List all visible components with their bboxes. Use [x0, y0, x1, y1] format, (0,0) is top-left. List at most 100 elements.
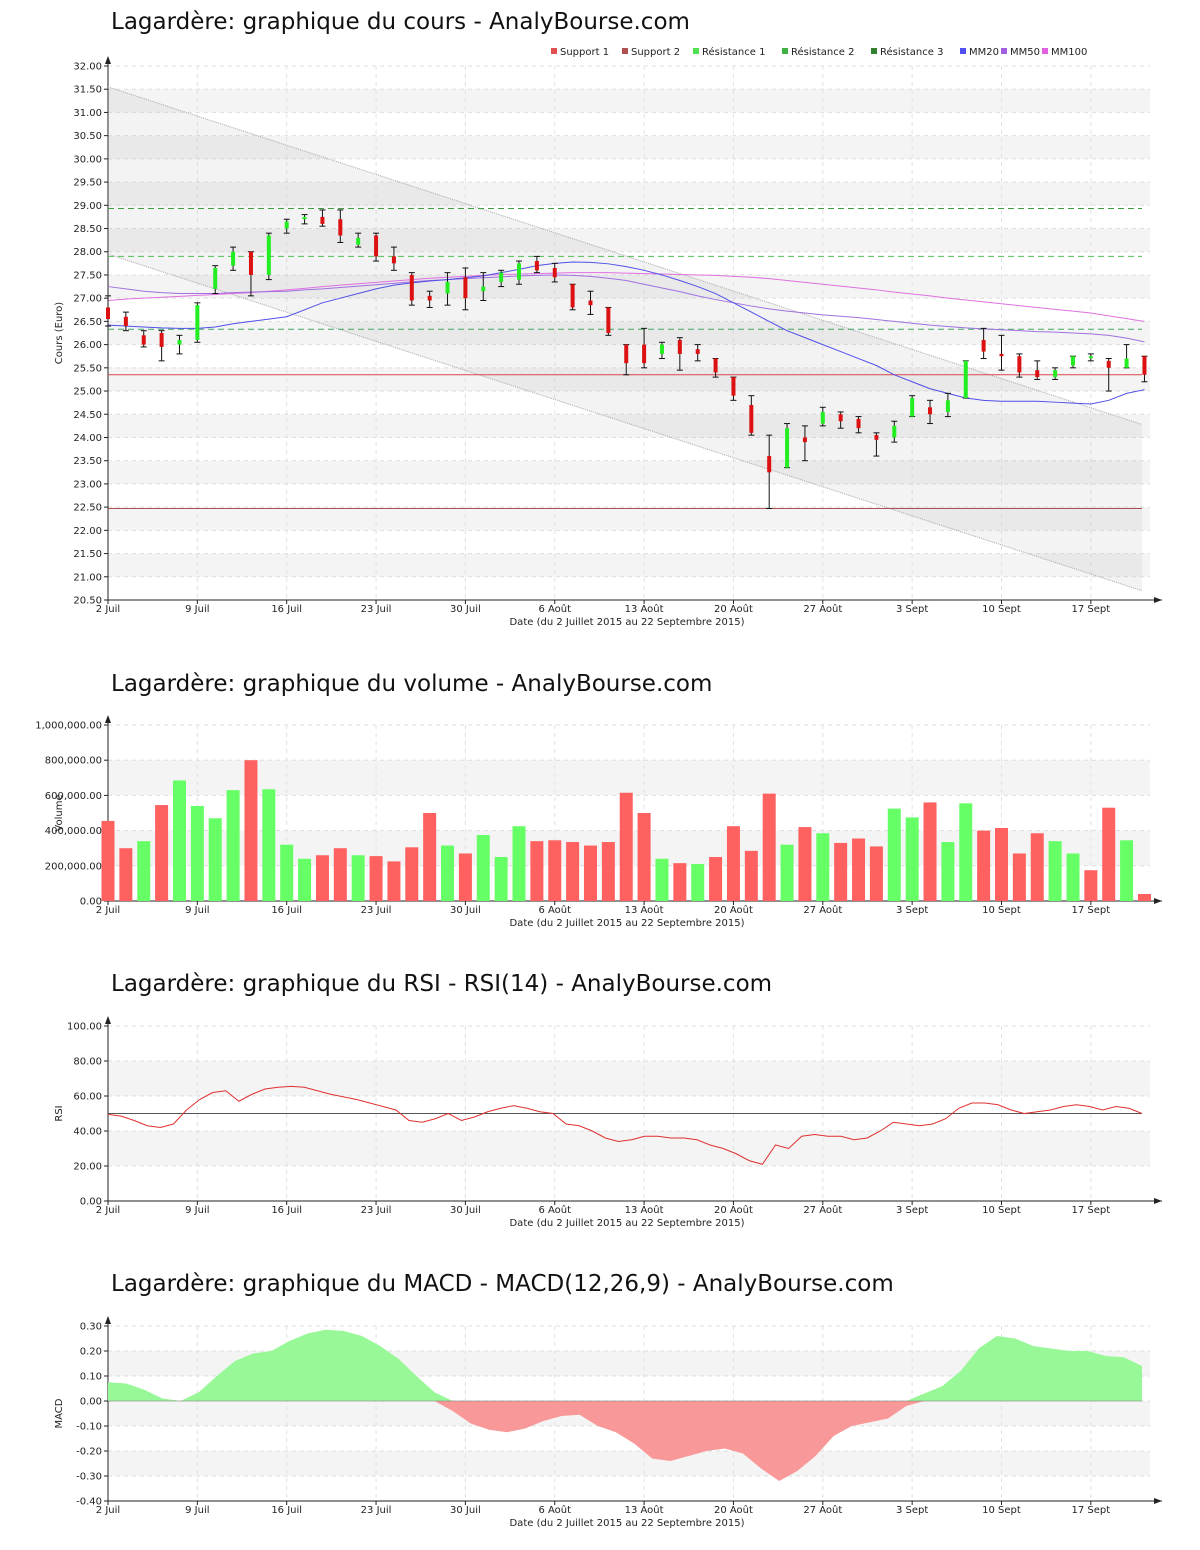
volume-x-tick-label: 13 Août	[625, 904, 664, 916]
volume-bar	[262, 789, 276, 901]
macd-y-tick-label: 0.00	[80, 1397, 102, 1408]
price-x-axis-arrow	[1154, 597, 1162, 603]
volume-bar	[923, 802, 937, 901]
candle-body	[856, 418, 861, 429]
price-band	[108, 135, 1150, 159]
candle-body	[945, 400, 950, 412]
price-y-axis-arrow	[105, 56, 111, 64]
volume-bar	[1120, 840, 1134, 901]
price-chart-panel: Lagardère: graphique du cours - AnalyBou…	[0, 0, 1200, 640]
volume-bar	[1102, 807, 1116, 901]
price-y-tick-label: 29.50	[73, 178, 102, 189]
macd-y-tick-label: -0.10	[76, 1422, 102, 1433]
candle-body	[248, 251, 253, 275]
candle-body	[213, 267, 218, 289]
legend-label: MM100	[1051, 47, 1087, 58]
mm50-line	[107, 274, 1145, 343]
rsi-x-tick-label: 30 Juil	[450, 1205, 481, 1216]
price-y-tick-label: 21.00	[73, 572, 102, 583]
volume-bar	[101, 820, 115, 901]
candle-body	[409, 274, 414, 301]
candle-body	[588, 300, 593, 306]
volume-bar	[315, 855, 329, 901]
rsi-band	[108, 1061, 1150, 1096]
volume-bar	[977, 830, 991, 901]
candle-body	[106, 307, 110, 320]
price-x-tick-label: 9 Juil	[185, 604, 209, 615]
candle-body	[481, 286, 486, 292]
volume-bar	[441, 845, 455, 901]
rsi-y-tick-label: 60.00	[73, 1092, 102, 1103]
price-band	[108, 367, 1150, 392]
macd-chart-title: Lagardère: graphique du MACD - MACD(12,2…	[111, 1271, 894, 1297]
rsi-x-tick-label: 23 Juil	[361, 1205, 392, 1216]
volume-x-tick-label: 16 Juil	[271, 905, 302, 916]
volume-bar	[244, 760, 258, 901]
macd-y-axis-arrow	[105, 1316, 111, 1324]
candle-body	[1070, 356, 1075, 366]
volume-bar	[566, 842, 580, 901]
macd-x-tick-label: 13 Août	[625, 1504, 664, 1516]
macd-chart: 0.30 0.20 0.10 0.00 -0.10 -0.20 -0.30 -0.402 Ju…	[54, 1316, 1162, 1529]
macd-chart-panel: Lagardère: graphique du MACD - MACD(12,2…	[0, 1260, 1200, 1550]
legend-swatch	[871, 48, 877, 54]
price-band	[108, 507, 1150, 531]
macd-x-tick-label: 30 Juil	[450, 1505, 481, 1516]
rsi-x-tick-label: 16 Juil	[271, 1205, 302, 1216]
candle-body	[659, 344, 664, 354]
legend-swatch	[551, 48, 557, 54]
price-y-tick-label: 22.50	[73, 503, 102, 514]
candle-body	[499, 272, 504, 282]
price-channel-upper	[107, 86, 1143, 425]
volume-bar	[709, 857, 723, 901]
price-x-tick-label: 3 Sept	[896, 604, 928, 615]
volume-chart: 1,000,000.00 800,000.00 600,000.00 400,000.…	[35, 715, 1162, 929]
volume-bar	[119, 848, 133, 901]
candle-body	[1106, 360, 1111, 368]
volume-bar	[172, 780, 186, 901]
rsi-chart-title: Lagardère: graphique du RSI - RSI(14) - …	[111, 971, 773, 997]
candle-body	[838, 414, 843, 422]
volume-y-axis-arrow	[105, 715, 111, 723]
price-x-tick-label: 16 Juil	[271, 604, 302, 615]
price-y-tick-label: 31.00	[73, 108, 102, 119]
volume-x-tick-label: 9 Juil	[185, 905, 209, 916]
price-y-tick-label: 29.00	[73, 201, 102, 212]
price-y-tick-label: 25.00	[73, 387, 102, 398]
volume-bar	[583, 845, 597, 901]
macd-x-tick-label: 10 Sept	[982, 1505, 1021, 1516]
volume-bar	[1030, 833, 1044, 901]
volume-bar	[1084, 870, 1098, 901]
volume-bar	[1066, 853, 1080, 901]
volume-bar	[280, 844, 294, 901]
volume-bar	[941, 842, 955, 901]
volume-bar	[637, 813, 651, 901]
price-x-tick-label: 13 Août	[625, 603, 664, 615]
macd-band	[108, 1451, 1150, 1476]
legend-label: Support 2	[631, 47, 680, 58]
candle-body	[338, 219, 343, 236]
candle-body	[374, 235, 379, 257]
legend-swatch	[622, 48, 628, 54]
volume-bar	[762, 793, 776, 901]
macd-y-tick-label: -0.40	[76, 1497, 102, 1508]
volume-bar	[226, 790, 240, 901]
candle-body	[928, 407, 933, 415]
candle-body	[570, 284, 575, 308]
candle-body	[123, 316, 128, 327]
price-y-tick-label: 20.50	[73, 596, 102, 607]
rsi-y-tick-label: 100.00	[67, 1022, 102, 1033]
price-y-tick-label: 27.50	[73, 270, 102, 281]
volume-bar	[816, 833, 830, 901]
candle-body	[427, 295, 432, 301]
candle-body	[713, 358, 718, 373]
volume-bar	[601, 842, 615, 901]
volume-bar	[369, 856, 383, 901]
macd-x-axis-label: Date (du 2 Juillet 2015 au 22 Septembre …	[509, 1518, 744, 1529]
candle-body	[517, 263, 522, 280]
volume-x-tick-label: 30 Juil	[450, 905, 481, 916]
price-y-tick-label: 21.50	[73, 549, 102, 560]
rsi-chart: 100.00 80.00 60.00 40.00 20.00 0.002 Juil 9 Ju…	[54, 1016, 1162, 1229]
macd-x-tick-label: 16 Juil	[271, 1505, 302, 1516]
price-y-tick-label: 31.50	[73, 85, 102, 96]
